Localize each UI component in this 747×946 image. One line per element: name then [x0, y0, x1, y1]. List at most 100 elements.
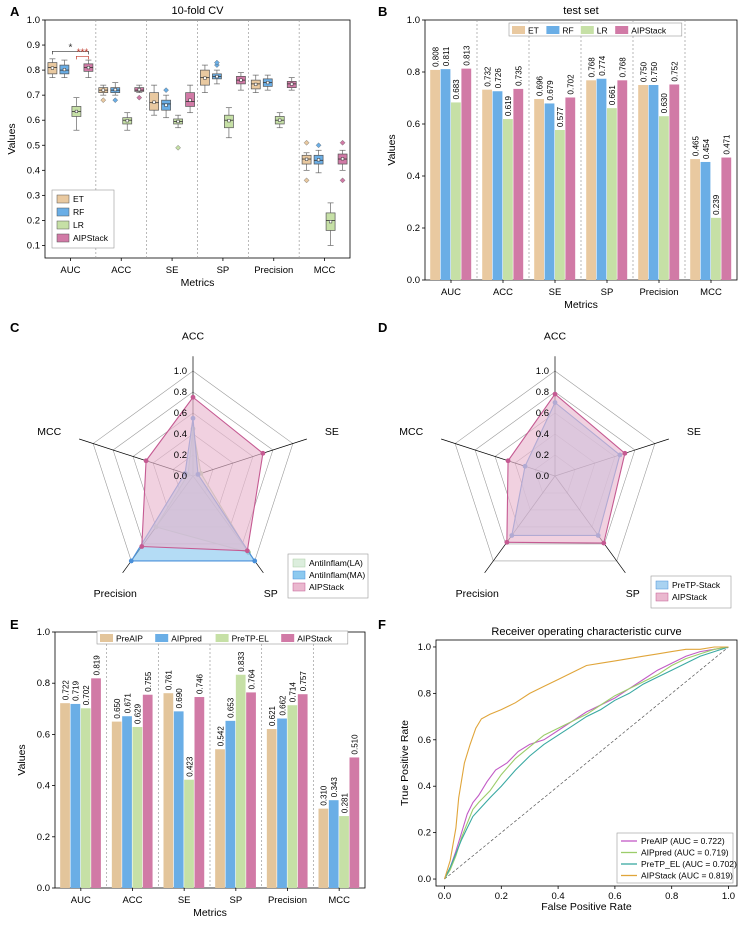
box-mean-marker — [203, 76, 207, 80]
legend-label: AIPStack — [309, 582, 345, 592]
radar-axis-label: MCC — [399, 426, 423, 438]
legend-label: LR — [597, 26, 608, 36]
bar-aippred — [277, 718, 287, 888]
x-tick-label: AUC — [441, 287, 461, 298]
bar-value-label: 0.702 — [82, 685, 91, 706]
y-tick-label: 0.5 — [27, 140, 40, 151]
bar-preaip — [163, 693, 174, 888]
x-tick-label: MCC — [328, 895, 350, 906]
legend-swatch — [100, 634, 113, 642]
radar-axis-label: MCC — [37, 426, 61, 438]
bar-value-label: 0.423 — [185, 756, 194, 777]
box-outlier — [339, 177, 346, 184]
y-axis-label: True Positive Rate — [399, 720, 411, 806]
bar-pretp-el — [80, 708, 91, 888]
bar-value-label: 0.577 — [556, 106, 565, 127]
significance-label: *** — [77, 47, 89, 58]
bar-rf — [544, 103, 555, 281]
bar-value-label: 0.281 — [340, 792, 349, 813]
bar-aipstack — [297, 694, 308, 888]
radar-point — [601, 540, 607, 546]
panel-b-bar-chart: 0.0 0.2 0.4 0.6 0.8 1.0 AUC ACC SE SP Precision MCC… — [386, 5, 738, 311]
legend-label: AIPStack — [672, 592, 708, 602]
x-tick-label: SE — [178, 895, 191, 906]
radar-area-aipstack — [506, 393, 626, 544]
radar-tick-label: 0.4 — [174, 429, 187, 440]
bar-preaip — [215, 749, 225, 888]
panel-c-radar-chart: 0.0 0.2 0.4 0.6 0.8 1.0 ACC SE SP Precision MCC Ant… — [37, 331, 369, 600]
x-tick-label: AUC — [60, 265, 80, 276]
bar-value-label: 0.750 — [639, 61, 648, 82]
legend-swatch — [292, 582, 306, 592]
radar-axis-label: ACC — [182, 331, 205, 343]
bar-value-label: 0.671 — [123, 693, 132, 714]
box-outlier — [136, 94, 143, 101]
x-tick-label: ACC — [493, 287, 513, 298]
x-axis-label: Metrics — [193, 907, 227, 919]
box-mean-marker — [137, 88, 141, 92]
y-tick-label: 0.2 — [418, 828, 431, 839]
box-mean-marker — [227, 119, 231, 123]
box-mean-marker — [278, 118, 282, 122]
y-tick-label: 0.9 — [27, 40, 40, 51]
bar-aipstack — [91, 678, 101, 888]
y-tick-label: 0.6 — [418, 735, 431, 746]
bar-pretp-el — [132, 726, 143, 888]
bar-value-label: 0.752 — [671, 61, 680, 82]
bar-value-label: 0.465 — [691, 136, 700, 157]
x-tick-label: Precision — [268, 895, 307, 906]
x-tick-label: 1.0 — [722, 891, 735, 902]
legend-label: AIPStack (AUC = 0.819) — [641, 871, 733, 881]
roc-curve-aippred — [444, 646, 729, 880]
radar-tick-label: 0.8 — [536, 387, 549, 398]
panel-e-bar-chart: 0.0 0.2 0.4 0.6 0.8 1.0 AUC ACC SE SP Precision MCC… — [16, 627, 366, 919]
box-outlier — [100, 97, 107, 103]
box-outlier — [339, 139, 346, 146]
chart-title: 10-fold CV — [172, 5, 225, 17]
bar-lr — [503, 119, 513, 280]
significance-bracket — [52, 50, 89, 55]
radar-point — [190, 394, 196, 400]
y-tick-label: 1.0 — [418, 642, 431, 653]
legend-label: AIPpred — [171, 634, 202, 644]
bar-pretp-el — [339, 816, 349, 888]
box-outlier — [315, 142, 322, 149]
panel-label-c: C — [10, 320, 20, 335]
y-tick-label: 0.8 — [27, 65, 40, 76]
box-mean-marker — [50, 66, 54, 70]
radar-tick-label: 0.2 — [174, 450, 187, 461]
y-tick-label: 0.4 — [407, 171, 420, 182]
bar-et — [638, 85, 648, 280]
bar-value-label: 0.542 — [216, 726, 225, 747]
radar-point — [128, 558, 134, 564]
y-tick-label: 1.0 — [27, 15, 40, 26]
bar-et — [482, 89, 492, 281]
bar-pretp-el — [184, 779, 194, 888]
radar-tick-label: 0.2 — [536, 450, 549, 461]
bar-value-label: 0.690 — [175, 688, 184, 709]
legend-label: AIPStack — [631, 26, 667, 36]
significance-label: * — [68, 42, 72, 53]
bar-value-label: 0.653 — [227, 697, 236, 718]
bar-value-label: 0.662 — [278, 695, 287, 716]
box-outlier — [163, 87, 169, 93]
bar-lr — [659, 116, 669, 280]
bar-value-label: 0.833 — [237, 651, 246, 672]
roc-curve-pretpel — [444, 646, 729, 880]
radar-tick-label: 1.0 — [536, 366, 549, 377]
y-tick-label: 0.7 — [27, 90, 40, 101]
legend-label: AIPpred (AUC = 0.719) — [641, 848, 729, 858]
plot-frame — [435, 639, 738, 887]
bar-value-label: 0.757 — [299, 671, 308, 692]
box-mean-marker — [113, 88, 117, 92]
radar-point — [552, 391, 558, 397]
bar-et — [586, 80, 596, 280]
bar-value-label: 0.630 — [660, 93, 669, 114]
x-tick-label: SE — [166, 265, 179, 276]
y-tick-label: 0.6 — [27, 115, 40, 126]
bar-aippred — [122, 716, 132, 888]
legend-label: AIPStack — [297, 634, 333, 644]
box-outlier — [303, 177, 310, 184]
y-tick-label: 0.4 — [37, 781, 50, 792]
legend-label: RF — [73, 207, 84, 217]
